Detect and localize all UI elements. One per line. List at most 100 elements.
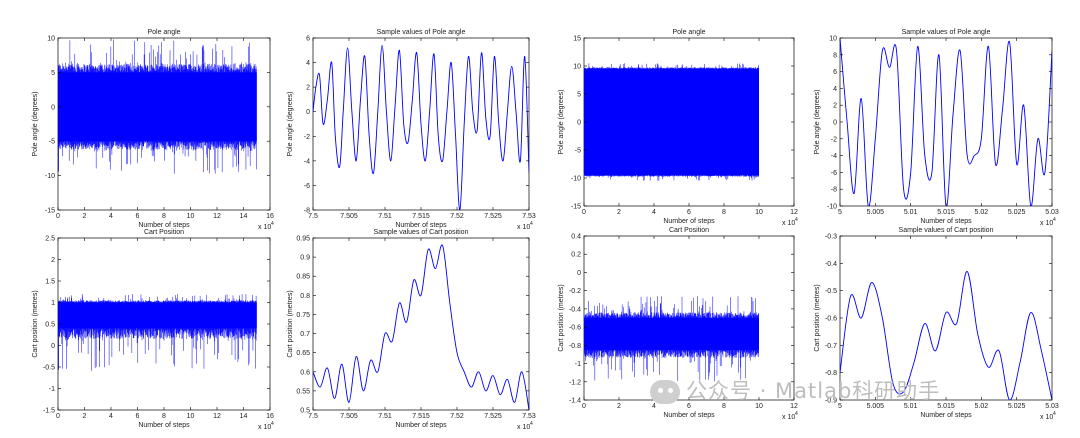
series-line bbox=[313, 244, 529, 410]
plot-area bbox=[312, 237, 530, 411]
y-tick-label: 1.5 bbox=[45, 279, 55, 286]
y-tick-label: -10 bbox=[827, 204, 837, 211]
wechat-logo-icon bbox=[650, 380, 680, 404]
x-exponent: 4 bbox=[271, 221, 274, 227]
x-tick-label: 4 bbox=[109, 213, 113, 220]
y-tick-label: 0 bbox=[51, 343, 55, 350]
x-exponent: 4 bbox=[795, 217, 798, 223]
x-tick-label: 6 bbox=[136, 413, 140, 420]
x-tick-label: 5.01 bbox=[904, 403, 918, 410]
x-tick-label: 2 bbox=[83, 413, 87, 420]
series-group bbox=[584, 63, 759, 181]
x-tick-label: 6 bbox=[687, 209, 691, 216]
x-tick-label: 10 bbox=[187, 213, 195, 220]
series-line bbox=[58, 39, 257, 174]
y-axis-label: Cart position (metres) bbox=[558, 284, 565, 351]
x-tick-label: 7.525 bbox=[484, 213, 502, 220]
chart-title: Sample values of Pole angle bbox=[902, 29, 991, 36]
x-tick-label: 7.52 bbox=[450, 413, 464, 420]
x-tick-label: 5.025 bbox=[1008, 209, 1026, 216]
y-tick-label: -0.8 bbox=[569, 343, 581, 350]
x-tick-label: 7.505 bbox=[340, 413, 358, 420]
x-axis-label: Number of steps bbox=[663, 412, 715, 419]
y-tick-label: 1 bbox=[51, 300, 55, 307]
x-tick-label: 12 bbox=[790, 209, 798, 216]
y-tick-label: -6 bbox=[831, 170, 837, 177]
chart-panel: 5 5.005 5.01 5.015 5.02 5.025 5.03 -10 -8 -6 -4 -2 0… bbox=[814, 29, 1059, 227]
chart-panel: 0 2 4 6 8 10 12 14 16 -15 -10 -5 0 5 10 Pole angle Numbe… bbox=[32, 29, 274, 231]
x-tick-label: 5.03 bbox=[1045, 403, 1059, 410]
x-tick-label: 8 bbox=[722, 403, 726, 410]
y-tick-label: 0.85 bbox=[296, 274, 310, 281]
x-tick-label: 5.005 bbox=[867, 209, 885, 216]
y-tick-label: -0.7 bbox=[825, 343, 837, 350]
x-exponent: 4 bbox=[1053, 217, 1056, 223]
y-axis-label: Cart position (metres) bbox=[32, 290, 39, 357]
x-axis-label: Number of steps bbox=[920, 412, 972, 419]
y-tick-label: 0.2 bbox=[571, 252, 581, 259]
y-tick-label: 2 bbox=[306, 85, 310, 92]
y-tick-label: -5 bbox=[49, 139, 55, 146]
series-line bbox=[58, 294, 257, 371]
y-axis-label: Pole angle (degrees) bbox=[32, 92, 39, 157]
y-tick-label: -8 bbox=[831, 187, 837, 194]
chart-title: Pole angle bbox=[147, 29, 180, 36]
y-tick-label: 2.5 bbox=[45, 236, 55, 243]
y-tick-label: 0.8 bbox=[300, 293, 310, 300]
y-tick-label: 10 bbox=[47, 36, 55, 43]
series-group bbox=[313, 44, 529, 210]
y-tick-label: -1.4 bbox=[569, 398, 581, 405]
series-group bbox=[58, 294, 257, 371]
y-tick-label: -1.2 bbox=[569, 379, 581, 386]
y-tick-label: -0.6 bbox=[569, 325, 581, 332]
series-line bbox=[840, 271, 1052, 400]
y-tick-label: -2 bbox=[304, 134, 310, 141]
y-tick-label: -0.5 bbox=[825, 288, 837, 295]
y-tick-label: 0 bbox=[51, 104, 55, 111]
y-tick-label: 15 bbox=[573, 36, 581, 43]
y-tick-label: -4 bbox=[831, 153, 837, 160]
x-tick-label: 0 bbox=[56, 213, 60, 220]
x-tick-label: 7.51 bbox=[378, 413, 392, 420]
x-tick-label: 0 bbox=[582, 403, 586, 410]
y-tick-label: 0 bbox=[306, 109, 310, 116]
x-tick-label: 2 bbox=[617, 403, 621, 410]
x-tick-label: 2 bbox=[617, 209, 621, 216]
x-tick-label: 10 bbox=[755, 403, 763, 410]
y-tick-label: 2 bbox=[833, 103, 837, 110]
y-tick-label: -15 bbox=[571, 204, 581, 211]
y-tick-label: 4 bbox=[833, 86, 837, 93]
chart-title: Sample values of Cart position bbox=[374, 229, 469, 236]
y-tick-label: -4 bbox=[304, 158, 310, 165]
y-tick-label: -8 bbox=[304, 208, 310, 215]
x-tick-label: 16 bbox=[266, 413, 274, 420]
y-tick-label: -1 bbox=[49, 386, 55, 393]
x-multiplier: x 10 bbox=[1040, 414, 1053, 421]
series-group bbox=[58, 39, 257, 174]
x-tick-label: 8 bbox=[162, 413, 166, 420]
x-tick-label: 12 bbox=[213, 213, 221, 220]
x-tick-label: 7.505 bbox=[340, 213, 358, 220]
y-tick-label: 6 bbox=[833, 69, 837, 76]
chart-panel: 5 5.005 5.01 5.015 5.02 5.025 5.03 -0.9 -0.8 -0.7… bbox=[814, 227, 1059, 421]
y-tick-label: 0 bbox=[577, 120, 581, 127]
y-tick-label: 10 bbox=[829, 36, 837, 43]
x-tick-label: 8 bbox=[162, 213, 166, 220]
y-axis-label: Pole angle (degrees) bbox=[814, 90, 821, 155]
x-tick-label: 5.03 bbox=[1045, 209, 1059, 216]
x-axis-label: Number of steps bbox=[395, 422, 447, 429]
x-tick-label: 12 bbox=[790, 403, 798, 410]
x-tick-label: 5.01 bbox=[904, 209, 918, 216]
x-tick-label: 0 bbox=[582, 209, 586, 216]
x-tick-label: 5 bbox=[838, 403, 842, 410]
chart-title: Sample values of Pole angle bbox=[377, 29, 466, 36]
y-tick-label: 10 bbox=[573, 64, 581, 71]
series-group bbox=[584, 296, 759, 382]
y-axis-label: Cart position (metres) bbox=[814, 284, 821, 351]
plot-area bbox=[839, 37, 1053, 207]
x-tick-label: 7.525 bbox=[484, 413, 502, 420]
x-tick-label: 5.015 bbox=[937, 403, 955, 410]
y-tick-label: -0.3 bbox=[825, 234, 837, 241]
x-tick-label: 5.025 bbox=[1008, 403, 1026, 410]
